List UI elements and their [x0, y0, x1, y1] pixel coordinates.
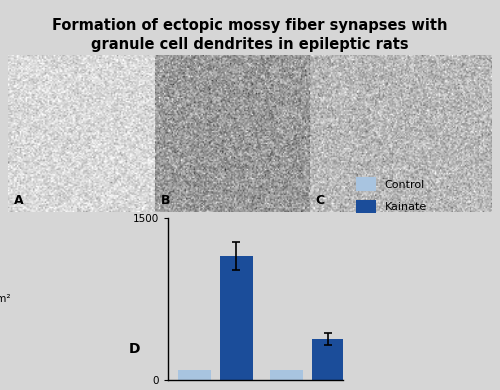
- Text: C: C: [316, 194, 324, 207]
- Text: D: D: [129, 342, 141, 356]
- Text: Formation of ectopic mossy fiber synapses with
granule cell dendrites in epilept: Formation of ectopic mossy fiber synapse…: [52, 18, 448, 52]
- Text: MF synapses/mm²: MF synapses/mm²: [0, 294, 10, 304]
- Bar: [312, 339, 344, 380]
- Text: B: B: [161, 194, 170, 207]
- Text: A: A: [14, 194, 24, 207]
- Bar: [178, 370, 211, 380]
- Legend: Control, Kainate: Control, Kainate: [356, 177, 426, 213]
- Bar: [220, 256, 252, 380]
- Bar: [270, 370, 303, 380]
